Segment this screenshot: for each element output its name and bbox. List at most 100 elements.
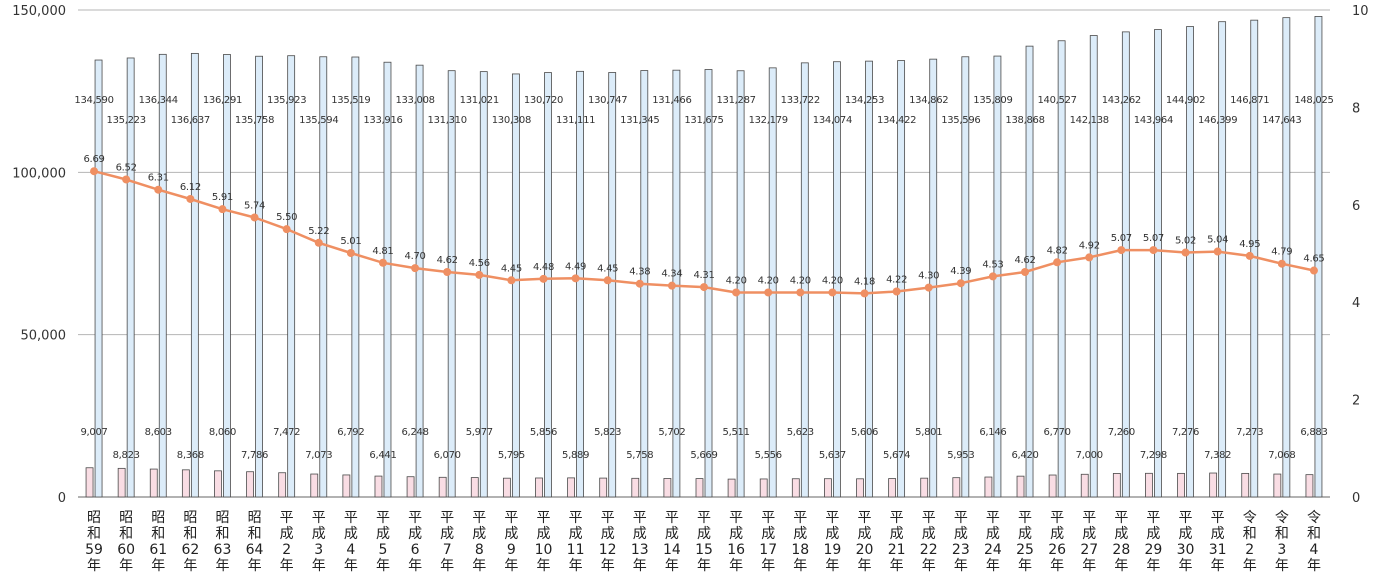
- category-label: 平成 13 年: [631, 510, 649, 574]
- y-left-tick-label: 0: [58, 491, 66, 506]
- bar-large: [1057, 40, 1066, 498]
- rate-value-label: 5.50: [276, 212, 297, 223]
- category-label-part: 成: [1114, 526, 1128, 542]
- category-label: 昭和 64 年: [246, 510, 264, 574]
- bar-small: [920, 477, 929, 498]
- bar-small-value-label: 5,889: [562, 450, 589, 461]
- category-label-part: 年: [440, 558, 454, 574]
- category-label-part: 平: [986, 510, 1000, 526]
- bar-large-value-label: 131,310: [428, 115, 467, 126]
- bar-large: [511, 73, 520, 498]
- category-label-part: 令: [1243, 510, 1257, 526]
- bar-small-value-label: 5,623: [787, 427, 814, 438]
- rate-point: [475, 270, 484, 279]
- category-label-part: 平: [697, 510, 711, 526]
- category-label-part: 平: [890, 510, 904, 526]
- category-label-part: 平: [665, 510, 679, 526]
- bar-small-value-label: 7,298: [1140, 450, 1167, 461]
- bar-small-value-label: 7,260: [1108, 427, 1135, 438]
- category-label-part: 昭: [248, 510, 262, 526]
- bar-small-value-label: 7,786: [241, 450, 268, 461]
- category-label-part: 年: [312, 558, 326, 574]
- category-label-part: 30: [1177, 542, 1195, 558]
- bar-large: [94, 59, 103, 498]
- category-label-part: 年: [504, 558, 518, 574]
- rate-point: [988, 272, 997, 281]
- category-label: 平成 26 年: [1048, 510, 1066, 574]
- bar-small-value-label: 7,276: [1172, 427, 1199, 438]
- category-label: 平成 19 年: [823, 510, 841, 574]
- category-label-part: 成: [1179, 526, 1193, 542]
- rate-point: [667, 281, 676, 290]
- category-label: 令和 2 年: [1243, 510, 1257, 574]
- rate-point: [411, 264, 420, 273]
- rate-point: [122, 175, 131, 184]
- bar-large-value-label: 143,964: [1134, 115, 1173, 126]
- category-label-part: 7: [443, 542, 452, 558]
- category-label-part: 成: [986, 526, 1000, 542]
- bar-large: [800, 62, 809, 498]
- category-label-part: 年: [761, 558, 775, 574]
- bar-large-value-label: 134,074: [813, 115, 852, 126]
- bar-large-value-label: 136,637: [171, 115, 210, 126]
- category-label-part: 昭: [119, 510, 133, 526]
- bar-large: [158, 53, 167, 498]
- bar-small: [374, 475, 383, 498]
- category-label: 昭和 63 年: [214, 510, 232, 574]
- bar-small: [535, 477, 543, 498]
- category-label-part: 平: [312, 510, 326, 526]
- rate-value-label: 5.91: [212, 192, 233, 203]
- bar-small: [1145, 472, 1153, 498]
- category-label-part: 成: [601, 526, 615, 542]
- rate-point: [603, 276, 612, 285]
- category-label: 平成 6 年: [408, 510, 422, 574]
- category-label-part: 昭: [215, 510, 229, 526]
- category-label: 平成 16 年: [727, 510, 745, 574]
- category-label-part: 22: [920, 542, 938, 558]
- rate-point: [1213, 247, 1222, 256]
- category-label-part: 平: [408, 510, 422, 526]
- bar-small: [599, 477, 608, 498]
- category-label-part: 成: [1082, 526, 1096, 542]
- category-label-part: 成: [890, 526, 904, 542]
- category-label-part: 平: [472, 510, 486, 526]
- bar-small-value-label: 8,060: [209, 427, 236, 438]
- category-label-part: 年: [183, 558, 197, 574]
- category-label-part: 和: [1307, 526, 1321, 542]
- rate-point: [1309, 266, 1318, 275]
- rate-point: [250, 213, 259, 222]
- rate-value-label: 5.04: [1207, 235, 1228, 246]
- category-label-part: 17: [759, 542, 777, 558]
- bar-small-value-label: 7,073: [305, 450, 332, 461]
- category-label-part: 平: [1146, 510, 1160, 526]
- bar-small-value-label: 5,801: [915, 427, 942, 438]
- category-label-part: 8: [475, 542, 484, 558]
- category-label-part: 20: [856, 542, 874, 558]
- category-label-part: 平: [633, 510, 647, 526]
- bar-large: [447, 70, 456, 498]
- category-label: 平成 22 年: [920, 510, 938, 574]
- category-label-part: 成: [376, 526, 390, 542]
- rate-value-label: 4.18: [854, 276, 875, 287]
- rate-point: [924, 283, 933, 292]
- category-label-part: 成: [536, 526, 550, 542]
- bar-small: [631, 477, 640, 498]
- category-label-part: 年: [87, 558, 101, 574]
- rate-point: [378, 258, 387, 267]
- bar-large: [768, 67, 777, 498]
- bar-small-value-label: 7,068: [1268, 450, 1295, 461]
- category-label-part: 年: [119, 558, 133, 574]
- category-label-part: 年: [1211, 558, 1225, 574]
- rate-point: [956, 279, 965, 288]
- bar-large-value-label: 131,466: [652, 95, 691, 106]
- bar-large-value-label: 133,008: [395, 95, 434, 106]
- rate-value-label: 4.56: [469, 258, 490, 269]
- category-label-part: 成: [440, 526, 454, 542]
- category-label-part: 平: [569, 510, 583, 526]
- category-label-part: 成: [1211, 526, 1225, 542]
- category-label-part: 成: [344, 526, 358, 542]
- category-label-part: 平: [536, 510, 550, 526]
- category-label: 平成 23 年: [952, 510, 970, 574]
- bar-large-value-label: 142,138: [1070, 115, 1109, 126]
